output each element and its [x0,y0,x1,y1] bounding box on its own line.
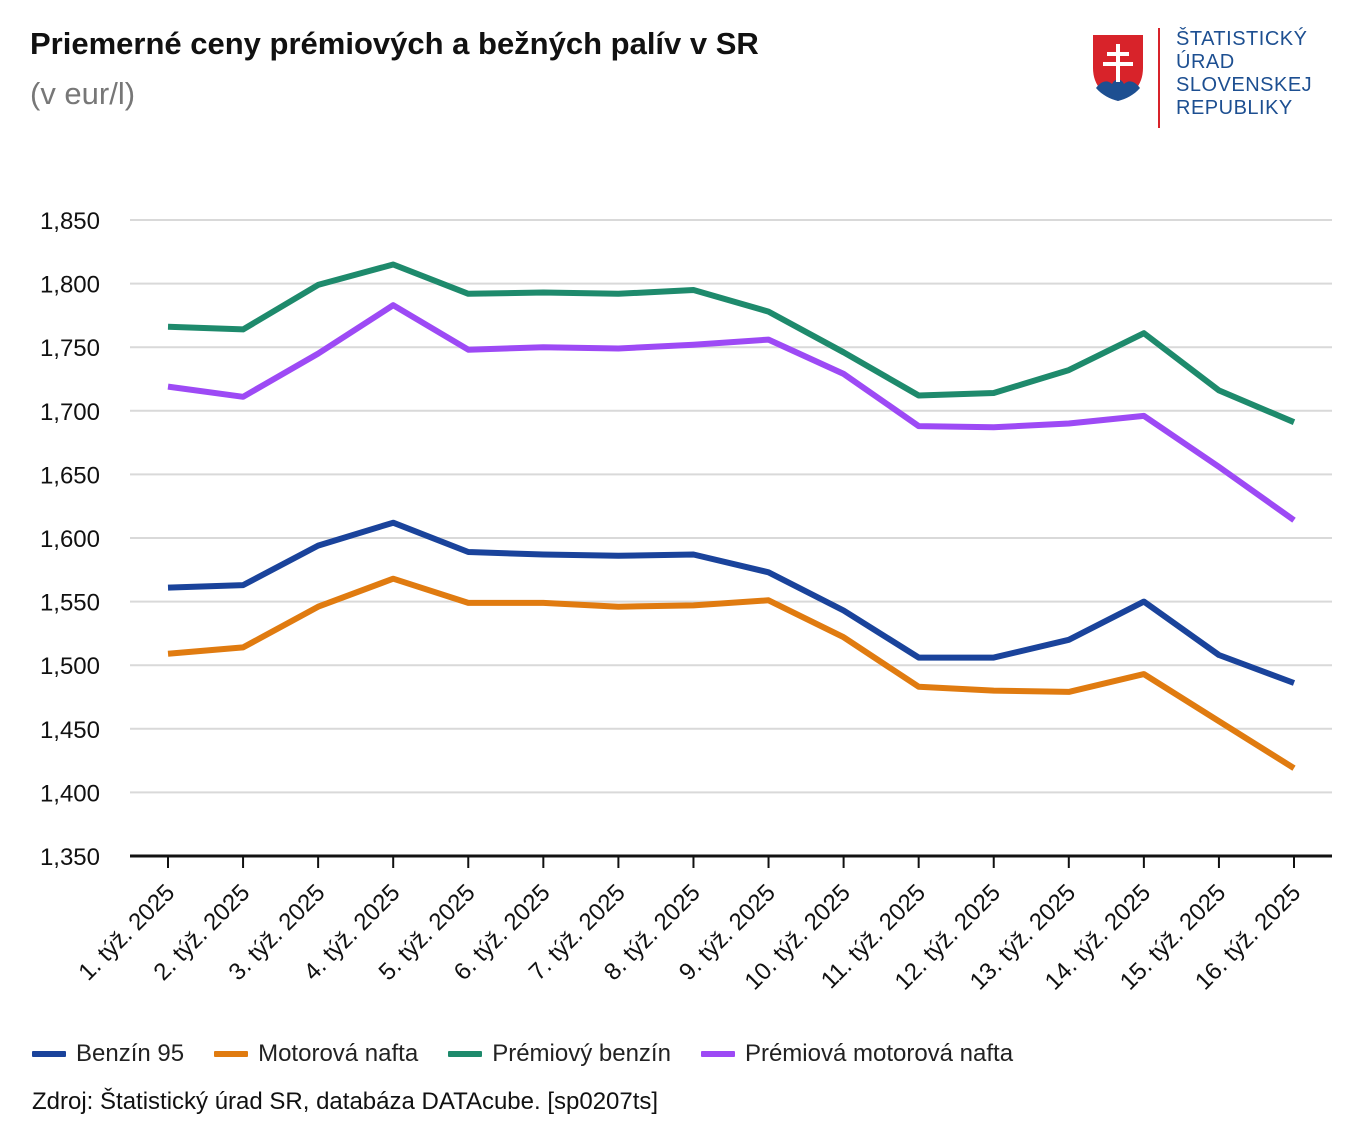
legend-swatch [448,1051,483,1057]
y-tick-label: 1,350 [40,844,100,871]
logo-line: ŠTATISTICKÝ [1176,28,1308,50]
chart-legend: Benzín 95 Motorová nafta Prémiový benzín… [32,1040,1043,1068]
chart-title: Priemerné ceny prémiových a bežných palí… [30,26,759,61]
series-line-motorova-nafta [167,575,1296,771]
y-tick-label: 1,800 [40,272,100,299]
legend-swatch [214,1051,249,1057]
legend-swatch [32,1051,66,1057]
source-note: Zdroj: Štatistický úrad SR, databáza DAT… [32,1088,659,1115]
legend-item-benzin-95: Benzín 95 [32,1040,184,1068]
series-line-premiovy-benzin [167,261,1296,425]
legend-label: Benzín 95 [76,1040,185,1067]
legend-label: Prémiový benzín [492,1040,671,1067]
legend-item-premiovy-benzin: Prémiový benzín [448,1040,671,1068]
y-tick-label: 1,400 [40,780,100,807]
chart-subtitle: (v eur/l) [30,76,136,111]
y-tick-label: 1,500 [40,653,100,680]
legend-item-motorova-nafta: Motorová nafta [214,1040,418,1068]
line-chart: 1,350 1,400 1,450 1,500 1,550 1,600 1,650 1,700… [40,208,1332,995]
y-tick-label: 1,550 [40,590,100,617]
y-tick-label: 1,600 [40,526,100,553]
legend-swatch [700,1051,735,1057]
legend-item-premiova-motorova-nafta: Prémiová motorová nafta [700,1040,1014,1068]
y-tick-label: 1,700 [40,399,100,426]
logo-divider [1158,28,1160,128]
y-tick-label: 1,850 [40,208,100,235]
logo-line: REPUBLIKY [1176,97,1293,119]
legend-label: Motorová nafta [258,1040,419,1067]
logo-line: SLOVENSKEJ [1176,74,1313,96]
logo-wordmark: ŠTATISTICKÝ ÚRAD SLOVENSKEJ REPUBLIKY [1176,28,1312,120]
legend-label: Prémiová motorová nafta [744,1040,1014,1067]
coat-of-arms-icon [1091,33,1145,104]
logo-line: ÚRAD [1176,51,1235,73]
series-line-benzin-95 [167,519,1296,686]
series-line-premiova-motorova-nafta [167,302,1296,523]
y-tick-label: 1,450 [40,717,100,744]
y-tick-label: 1,650 [40,462,100,489]
y-tick-label: 1,750 [40,335,100,362]
statistical-office-logo: ŠTATISTICKÝ ÚRAD SLOVENSKEJ REPUBLIKY [1088,28,1328,128]
